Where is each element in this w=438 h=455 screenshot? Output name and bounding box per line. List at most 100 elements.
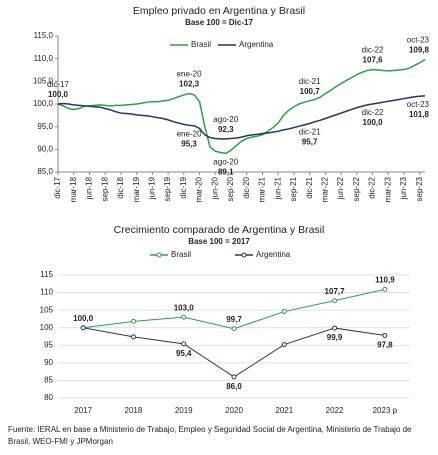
x-tick-label: mar-18 — [69, 176, 78, 202]
x-tick-label: dic-18 — [116, 176, 125, 198]
legend-label: Brasil — [191, 40, 211, 49]
point-marker — [231, 374, 237, 380]
value-label: 100,0 — [363, 118, 384, 127]
value-label: 99,9 — [327, 333, 343, 342]
x-tick-label: 2021 — [275, 406, 293, 415]
value-label: 89,1 — [218, 168, 234, 177]
x-tick-label: mar-19 — [132, 176, 141, 202]
value-label: 107,7 — [325, 287, 346, 296]
value-label: 102,3 — [179, 80, 200, 89]
x-tick-label: dic-17 — [53, 176, 62, 198]
y-tick-label: 85,0 — [37, 167, 53, 176]
point-marker — [281, 342, 287, 348]
charts: Empleo privado en Argentina y BrasilBase… — [33, 5, 430, 415]
date-label: ene-20 — [177, 129, 202, 138]
value-label: 110,9 — [375, 276, 395, 285]
legend-label: Argentina — [256, 250, 291, 259]
point-marker — [332, 298, 338, 304]
date-label: dic-22 — [362, 46, 384, 55]
x-tick-label: jun-20 — [210, 176, 219, 200]
value-label: 86,0 — [226, 382, 242, 391]
point-marker — [130, 318, 136, 324]
point-marker — [382, 286, 388, 292]
source-note: Fuente: IERAL en base a Ministerio de Tr… — [8, 425, 412, 446]
x-tick-label: sep-18 — [100, 176, 109, 201]
value-label: 95,4 — [176, 349, 192, 358]
x-tick-label: mar-23 — [383, 176, 392, 202]
date-label: dic-22 — [362, 108, 384, 117]
chart-subtitle: Base 100 = Dic-17 — [185, 18, 253, 27]
value-label: 100,0 — [48, 90, 69, 99]
x-tick-label: 2023 p — [373, 406, 398, 415]
y-tick-label: 90,0 — [37, 144, 53, 153]
y-tick-label: 105,0 — [33, 76, 54, 85]
x-tick-label: jun-21 — [273, 176, 282, 200]
x-tick-label: sep-19 — [163, 176, 172, 201]
value-label: 97,8 — [377, 341, 393, 350]
y-tick-label: 115,0 — [34, 31, 54, 40]
point-marker — [332, 325, 338, 331]
y-tick-label: 100 — [40, 323, 54, 332]
date-label: dic-21 — [299, 77, 321, 86]
x-tick-label: 2019 — [175, 406, 193, 415]
point-marker — [181, 341, 187, 347]
x-tick-label: 2017 — [74, 406, 92, 415]
value-label: 99,7 — [226, 315, 242, 324]
x-tick-label: 2022 — [326, 406, 344, 415]
y-tick-label: 95 — [44, 340, 53, 349]
point-marker — [382, 332, 388, 338]
x-tick-label: mar-22 — [320, 176, 329, 202]
y-tick-label: 115 — [40, 270, 53, 279]
value-label: 100,7 — [300, 87, 321, 96]
legend-label: Argentina — [239, 40, 274, 49]
value-label: 109,8 — [409, 46, 430, 55]
legend-label: Brasil — [171, 250, 191, 259]
x-tick-label: mar-21 — [258, 176, 267, 202]
value-label: 101,8 — [409, 110, 430, 119]
y-tick-label: 80 — [44, 393, 53, 402]
point-marker — [80, 325, 86, 331]
x-tick-label: 2020 — [225, 406, 243, 415]
x-tick-label: sep-21 — [289, 176, 298, 201]
x-tick-label: dic-22 — [368, 176, 377, 198]
value-label: 107,6 — [363, 56, 384, 65]
date-label: ago-20 — [213, 115, 238, 124]
x-tick-label: mar-20 — [195, 176, 204, 202]
x-tick-label: sep-22 — [352, 176, 361, 201]
y-tick-label: 110 — [40, 288, 53, 297]
x-tick-label: dic-19 — [179, 176, 188, 198]
x-tick-label: jun-23 — [399, 176, 408, 200]
value-label: 92,3 — [218, 125, 234, 134]
y-tick-label: 85 — [44, 376, 53, 385]
chart-title: Empleo privado en Argentina y Brasil — [133, 5, 305, 17]
y-tick-label: 95,0 — [37, 122, 53, 131]
point-marker — [130, 334, 136, 340]
x-tick-label: dic-21 — [305, 176, 314, 198]
date-label: ago-20 — [213, 158, 238, 167]
point-marker — [181, 314, 187, 320]
legend-marker — [241, 252, 247, 258]
x-tick-label: sep-23 — [415, 176, 424, 201]
y-tick-label: 105 — [40, 305, 54, 314]
value-label: 95,3 — [181, 139, 197, 148]
date-label: oct-23 — [407, 36, 430, 45]
series-line — [57, 95, 426, 140]
date-label: oct-23 — [407, 100, 430, 109]
legend-marker — [156, 252, 162, 258]
value-label: 95,7 — [302, 138, 318, 147]
series-line — [57, 58, 426, 155]
value-label: 103,0 — [174, 303, 195, 312]
date-label: ene-20 — [177, 70, 202, 79]
y-tick-label: 90 — [44, 358, 53, 367]
y-tick-label: 110,0 — [34, 54, 54, 63]
value-label: 100,0 — [73, 314, 94, 323]
x-tick-label: jun-22 — [336, 176, 345, 200]
point-marker — [281, 309, 287, 315]
point-marker — [231, 326, 237, 332]
x-tick-label: jun-18 — [85, 176, 94, 200]
date-label: dic-21 — [299, 128, 321, 137]
chart-subtitle: Base 100 = 2017 — [188, 237, 250, 246]
y-tick-label: 100,0 — [33, 99, 54, 108]
x-tick-label: dic-20 — [242, 176, 251, 198]
